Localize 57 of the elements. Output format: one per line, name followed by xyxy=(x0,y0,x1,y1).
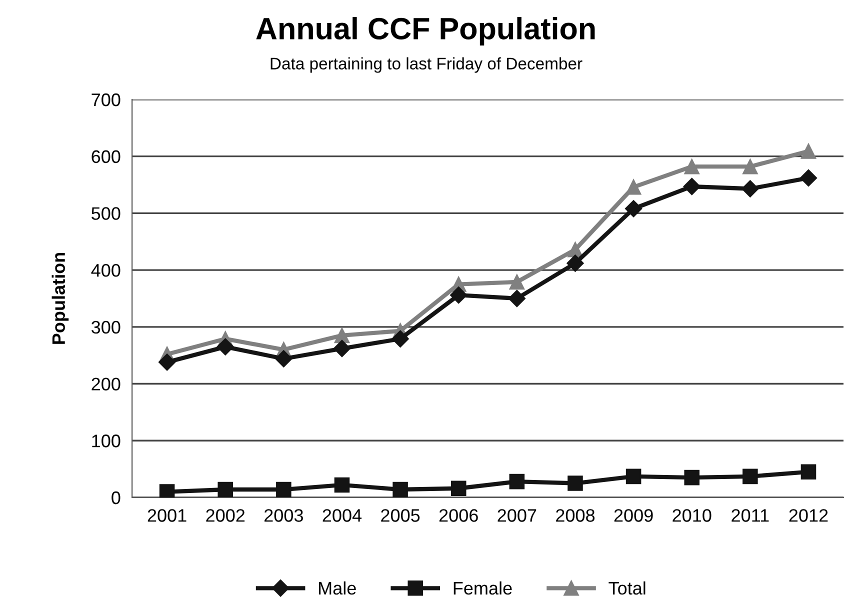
point xyxy=(742,468,758,484)
point xyxy=(742,180,759,198)
point xyxy=(275,350,292,368)
point xyxy=(800,464,816,480)
point xyxy=(334,477,350,493)
x-tick-label: 2005 xyxy=(381,509,420,522)
point xyxy=(568,476,583,491)
x-tick-label: 2012 xyxy=(789,509,828,522)
y-tick-label: 400 xyxy=(91,264,120,277)
point xyxy=(158,354,176,371)
x-tick-label: 2010 xyxy=(672,509,712,522)
x-tick-label: 2011 xyxy=(732,509,769,522)
point xyxy=(450,480,466,496)
point xyxy=(218,482,233,498)
point xyxy=(216,338,234,356)
x-tick-label: 2008 xyxy=(556,509,595,522)
point xyxy=(683,178,700,196)
x-tick-label: 2007 xyxy=(498,509,536,522)
chart-subtitle: Data pertaining to last Friday of December xyxy=(270,57,582,73)
y-tick-label: 0 xyxy=(112,491,120,504)
point xyxy=(626,468,642,484)
legend-label: Male xyxy=(319,581,356,595)
point xyxy=(276,482,292,498)
point xyxy=(800,169,818,187)
point xyxy=(508,290,526,308)
y-tick-label: 600 xyxy=(92,150,120,164)
y-tick-label: 100 xyxy=(92,434,120,448)
legend-label: Total xyxy=(608,581,646,595)
point xyxy=(568,242,583,258)
y-tick-label: 500 xyxy=(92,207,120,220)
point xyxy=(334,328,350,344)
point xyxy=(392,482,408,498)
point xyxy=(450,286,468,304)
legend-label: Female xyxy=(454,581,512,595)
point xyxy=(509,274,525,290)
point xyxy=(684,470,700,486)
x-tick-label: 2001 xyxy=(148,509,186,522)
y-tick-label: 300 xyxy=(92,320,120,334)
point xyxy=(392,330,409,348)
x-tick-label: 2003 xyxy=(264,509,303,522)
chart-title: Annual CCF Population xyxy=(256,17,595,46)
point xyxy=(566,254,584,272)
point xyxy=(742,158,758,174)
y-tick-label: 700 xyxy=(92,93,120,106)
x-tick-label: 2009 xyxy=(614,509,653,522)
x-tick-label: 2002 xyxy=(206,509,245,522)
point xyxy=(800,144,816,159)
point xyxy=(684,158,700,174)
point xyxy=(333,340,351,358)
point xyxy=(625,200,642,218)
point xyxy=(159,484,175,498)
x-tick-label: 2004 xyxy=(322,509,362,522)
y-axis-title: Population xyxy=(52,252,69,344)
point xyxy=(509,474,525,490)
x-tick-label: 2006 xyxy=(439,509,478,522)
point xyxy=(626,179,642,195)
y-tick-label: 200 xyxy=(92,378,120,390)
